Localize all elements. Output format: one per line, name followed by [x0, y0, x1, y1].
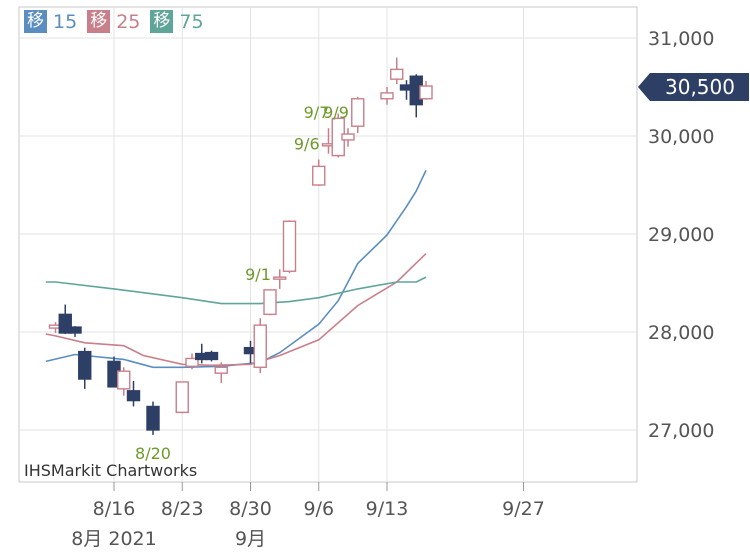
candle-down — [58, 313, 72, 334]
candle-up — [214, 366, 228, 374]
month-label: 8月 2021 — [71, 528, 156, 550]
x-tick-label: 8/30 — [229, 498, 272, 520]
current-price-label: 30,500 — [665, 75, 735, 99]
chart-credit: IHSMarkit Chartworks — [24, 461, 198, 480]
plot-area — [18, 6, 638, 483]
legend-period-ma25: 25 — [116, 10, 141, 33]
candle-up — [341, 133, 355, 141]
candle-date-label: 9/9 — [323, 103, 349, 122]
candle-up — [273, 276, 287, 280]
candle-up — [175, 381, 189, 414]
x-tick-label: 8/16 — [93, 498, 136, 520]
month-label: 9月 — [235, 528, 266, 550]
y-tick-label: 27,000 — [648, 420, 714, 442]
candle-down — [126, 390, 141, 402]
candle-down — [204, 351, 219, 361]
candle-up — [253, 324, 267, 368]
candle-down — [68, 326, 82, 334]
candle-date-label: 9/7 — [304, 103, 330, 122]
y-tick-label: 29,000 — [648, 224, 714, 246]
x-tick-label: 8/23 — [161, 498, 204, 520]
candle-down — [146, 405, 160, 431]
x-tick-label: 9/27 — [502, 498, 545, 520]
candle-date-label: 8/20 — [135, 444, 171, 463]
legend-badge-ma25: 移 — [87, 10, 111, 33]
candle-up — [419, 85, 433, 100]
y-tick-label: 28,000 — [648, 322, 714, 344]
candle-date-label: 9/6 — [294, 135, 320, 154]
candle-up — [312, 165, 326, 186]
y-tick-label: 30,000 — [648, 126, 714, 148]
candle-up — [117, 370, 131, 390]
candle-down — [78, 350, 92, 380]
x-tick-label: 9/13 — [366, 498, 409, 520]
legend-item-ma15[interactable]: 移 15 — [24, 10, 77, 33]
x-tick-label: 9/6 — [303, 498, 334, 520]
legend-item-ma75[interactable]: 移 75 — [150, 10, 204, 33]
legend-item-ma25[interactable]: 移 25 — [87, 10, 140, 33]
moving-average-line-25 — [45, 253, 427, 367]
current-price-tag — [638, 73, 749, 101]
legend-badge-ma15: 移 — [24, 10, 47, 33]
legend: 移 15 移 25 移 75 — [24, 10, 204, 33]
candle-up — [390, 68, 404, 80]
candle-up — [282, 220, 297, 272]
candle-up — [351, 98, 365, 127]
y-tick-label: 31,000 — [648, 28, 714, 50]
legend-period-ma75: 75 — [179, 10, 204, 33]
candle-up — [263, 289, 277, 316]
legend-period-ma15: 15 — [53, 10, 78, 33]
moving-average-line-15 — [45, 169, 427, 369]
legend-badge-ma75: 移 — [150, 10, 174, 33]
candle-date-label: 9/1 — [245, 265, 271, 284]
candle-up — [380, 92, 394, 100]
candle-up — [185, 357, 199, 367]
